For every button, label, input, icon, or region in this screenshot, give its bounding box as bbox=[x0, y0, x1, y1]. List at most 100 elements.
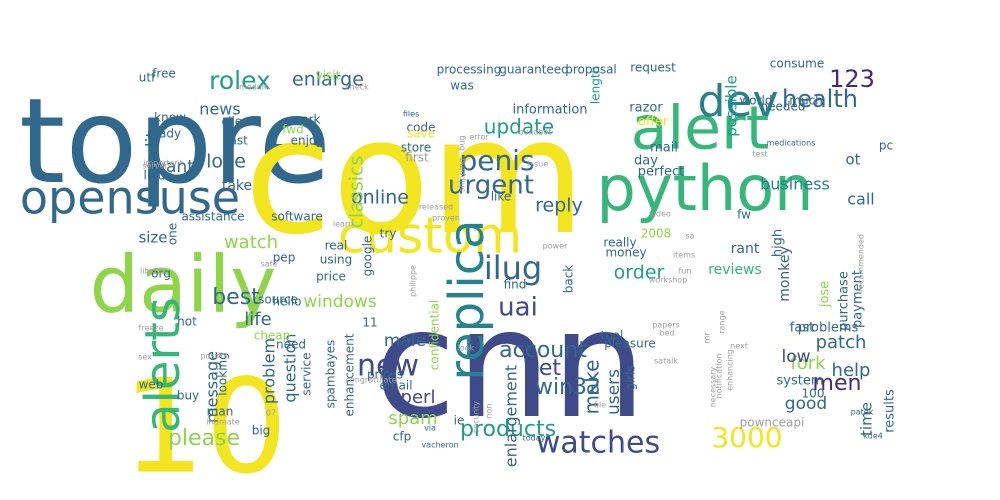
word-perfect: perfect bbox=[638, 165, 684, 180]
word-information: information bbox=[512, 103, 587, 118]
word-hello: hello bbox=[273, 295, 302, 309]
word-users: users bbox=[604, 369, 624, 415]
word-enlarge: enlarge bbox=[292, 69, 364, 91]
word-windows: windows bbox=[303, 292, 376, 312]
word-fun: fun bbox=[679, 267, 692, 276]
word-123: 123 bbox=[829, 65, 875, 93]
word-jose: jose bbox=[818, 281, 833, 308]
word-first: first bbox=[405, 151, 429, 165]
word-range: range bbox=[718, 310, 727, 333]
word-problem: problem bbox=[260, 338, 279, 404]
word-test: test bbox=[752, 150, 767, 159]
word-kde4: kde4 bbox=[863, 432, 883, 441]
word-penis: penis bbox=[459, 144, 534, 177]
word-cfp: cfp bbox=[393, 430, 411, 444]
word-pleasure: pleasure bbox=[604, 337, 656, 351]
word-life: life bbox=[244, 309, 271, 330]
word-papers: papers bbox=[652, 321, 679, 330]
word-3000: 3000 bbox=[711, 421, 782, 454]
word-best: best bbox=[212, 285, 260, 310]
word-call: call bbox=[847, 190, 875, 209]
word-good: good bbox=[785, 394, 827, 414]
word-alert: alert bbox=[631, 94, 770, 164]
word-find: find bbox=[504, 278, 527, 292]
word-libidos: libidos bbox=[140, 267, 166, 276]
word-learn: learn bbox=[333, 220, 353, 229]
word-news: news bbox=[199, 100, 240, 119]
word-topre: topre bbox=[19, 72, 331, 210]
word-cnn: cnn bbox=[374, 278, 647, 452]
word-prices: prices bbox=[367, 368, 403, 382]
word-email: email bbox=[379, 379, 412, 393]
word-linux: linux bbox=[144, 169, 173, 183]
word-intimate: intimate bbox=[206, 418, 239, 427]
word-pc: pc bbox=[879, 139, 893, 153]
word-save: save bbox=[407, 127, 435, 141]
word-reviews: reviews bbox=[708, 262, 762, 278]
word-girls: girls bbox=[624, 365, 638, 390]
word-take: take bbox=[222, 178, 252, 194]
word-100: 100 bbox=[802, 387, 825, 401]
word-patek: patek bbox=[851, 408, 874, 417]
word-bug: bug bbox=[458, 135, 467, 150]
word-love: love bbox=[206, 151, 246, 173]
word-perl: perl bbox=[401, 387, 436, 408]
word-workshop: workshop bbox=[649, 276, 688, 285]
word-get: get bbox=[525, 356, 562, 381]
word-new: new bbox=[357, 349, 419, 384]
word-high: high bbox=[771, 229, 786, 257]
word-service: service bbox=[300, 353, 314, 396]
word-replica: replica bbox=[439, 219, 495, 380]
word-visit: visit bbox=[316, 69, 341, 83]
word-razor: razor bbox=[629, 101, 663, 116]
word-safe: safe bbox=[261, 260, 278, 269]
word-question: question bbox=[281, 333, 300, 402]
word-account: account bbox=[499, 338, 587, 363]
word-fw: fw bbox=[737, 208, 751, 222]
word-files: files bbox=[403, 110, 419, 119]
word-message: message bbox=[203, 351, 222, 423]
word-rolex: rolex bbox=[209, 66, 271, 95]
word-quality: quality bbox=[143, 121, 163, 179]
word-vacheron: vacheron bbox=[421, 441, 458, 450]
word-check: check bbox=[345, 83, 369, 92]
word-world: world bbox=[739, 94, 772, 108]
word-released: released bbox=[419, 203, 453, 212]
word-price: price bbox=[316, 270, 346, 284]
word-medications: medications bbox=[767, 139, 816, 148]
word-enhancing: enhancing bbox=[726, 349, 735, 391]
word-mail: mail bbox=[650, 141, 678, 156]
word-guaranteed: guaranteed bbox=[499, 63, 569, 77]
word-problems: problems bbox=[798, 321, 859, 336]
word-issue: issue bbox=[528, 160, 549, 169]
word-online: online bbox=[351, 187, 409, 209]
word-utf: utf bbox=[139, 71, 156, 85]
word-client: client bbox=[222, 115, 255, 129]
word-proven: proven bbox=[432, 214, 460, 223]
word-com: com bbox=[244, 83, 586, 270]
word-items: items bbox=[673, 251, 695, 260]
word-please: please bbox=[168, 426, 240, 451]
word-source: source bbox=[258, 293, 298, 307]
word-pownceapi: pownceapi bbox=[740, 416, 805, 430]
word-last: last bbox=[226, 134, 248, 148]
word-system: system bbox=[777, 374, 824, 389]
word-buy: buy bbox=[177, 389, 199, 403]
word-cheap: cheap bbox=[254, 329, 291, 343]
word-congratulate: congratulate bbox=[345, 376, 396, 385]
word-philippe: philippe bbox=[409, 265, 418, 297]
word-server: server bbox=[142, 162, 168, 171]
word-bed: bed bbox=[659, 329, 674, 338]
word-next: next bbox=[730, 342, 748, 351]
word-classics: classics bbox=[346, 156, 368, 229]
word-one: one bbox=[166, 223, 180, 245]
word-uai: uai bbox=[498, 293, 538, 323]
word-power: power bbox=[543, 242, 568, 251]
word-web: web bbox=[139, 378, 164, 392]
word-health: health bbox=[782, 85, 858, 113]
word-need: need bbox=[276, 338, 306, 352]
word-patch: patch bbox=[816, 332, 867, 353]
word-pep: pep bbox=[273, 251, 296, 265]
